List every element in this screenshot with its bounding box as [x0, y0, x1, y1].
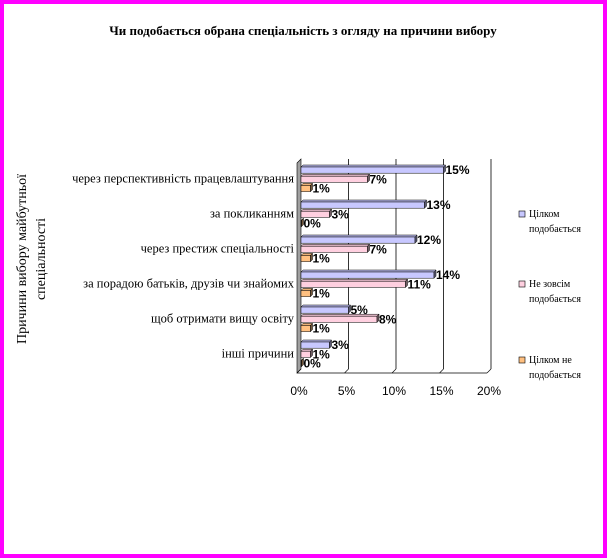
bar-side: [301, 357, 304, 368]
legend-label: Цілком: [529, 209, 560, 220]
data-label: 7%: [370, 242, 388, 256]
bar-side: [310, 322, 313, 333]
category-label: за покликанням: [210, 207, 294, 221]
x-floor-line: [296, 368, 302, 374]
legend-swatch: [518, 210, 526, 218]
bar-side: [310, 348, 313, 359]
data-label: 0%: [304, 357, 322, 371]
bar-side: [367, 173, 370, 184]
y-axis-label-line: Причини вибору майбутньої: [15, 174, 30, 344]
legend-label: подобається: [529, 370, 581, 381]
bar-side: [405, 278, 408, 289]
bar: [300, 290, 311, 297]
bar-top: [300, 199, 428, 203]
bar-side: [348, 304, 351, 314]
bar-chart: Чи подобається обрана спеціальність з ог…: [15, 23, 581, 398]
x-tick-label: 5%: [338, 384, 356, 398]
data-label: 1%: [313, 287, 331, 301]
plot-side-wall: [296, 158, 302, 374]
bar-top: [300, 269, 437, 273]
bar-side: [310, 182, 313, 193]
category-label: через престиж спеціальності: [141, 242, 295, 256]
bar-top: [300, 339, 333, 343]
x-floor-line: [391, 368, 397, 374]
bar-side: [443, 164, 446, 174]
legend-label: подобається: [529, 224, 581, 235]
category-label: щоб отримати вищу освіту: [151, 312, 295, 326]
bar-top: [300, 243, 371, 247]
legend-label: подобається: [529, 294, 581, 305]
legend-swatch: [518, 280, 526, 288]
data-label: 14%: [436, 268, 460, 282]
category-label: інші причини: [222, 347, 295, 361]
legend-swatch: [518, 356, 526, 364]
plot-background: [299, 161, 491, 371]
chart-frame: Чи подобається обрана спеціальність з ог…: [4, 4, 603, 554]
data-label: 1%: [313, 322, 331, 336]
data-label: 3%: [332, 338, 350, 352]
data-label: 1%: [313, 182, 331, 196]
bar-side: [414, 234, 418, 244]
bar-top: [300, 173, 371, 177]
data-label: 1%: [313, 347, 331, 361]
bar-side: [367, 243, 370, 254]
y-axis-label: Причини вибору майбутньої спеціальності: [15, 174, 49, 344]
category-label: через перспективність працевлаштування: [72, 172, 294, 186]
data-label: 15%: [446, 163, 470, 177]
bar-side: [301, 217, 304, 228]
category-label: за порадою батьків, друзів чи знайомих: [83, 277, 295, 291]
data-label: 12%: [417, 233, 441, 247]
bar: [300, 245, 368, 253]
bar-top: [300, 313, 380, 317]
bar: [300, 325, 311, 332]
x-tick-label: 0%: [290, 384, 308, 398]
bar-top: [300, 208, 333, 212]
bar-top: [300, 304, 352, 308]
legend-label: Не зовсім: [529, 279, 571, 290]
data-label: 7%: [370, 172, 388, 186]
data-label: 0%: [304, 217, 322, 231]
x-tick-label: 15%: [429, 384, 453, 398]
plot-area: 0% 5% 10% 15% 20% через перспективність праце…: [72, 158, 501, 398]
y-axis-label-line: спеціальності: [34, 218, 49, 300]
bar-side: [433, 269, 437, 279]
data-label: 11%: [408, 277, 432, 291]
bar-side: [329, 208, 332, 219]
bar: [300, 255, 311, 262]
bar-side: [310, 287, 313, 298]
x-tick-label: 20%: [477, 384, 501, 398]
bar: [300, 236, 416, 244]
legend-label: Цілком не: [529, 355, 572, 366]
data-label: 13%: [427, 198, 451, 212]
chart-title: Чи подобається обрана спеціальність з ог…: [109, 23, 497, 38]
data-label: 3%: [332, 207, 350, 221]
x-floor-line: [344, 368, 349, 374]
bar-top: [300, 164, 447, 168]
bar-side: [376, 313, 380, 324]
bar-side: [424, 199, 427, 209]
bar: [300, 306, 349, 314]
bar: [300, 185, 311, 192]
bar-top: [300, 234, 418, 238]
data-label: 5%: [351, 303, 369, 317]
bar-top: [300, 278, 409, 282]
x-floor-line: [439, 368, 444, 374]
bar: [300, 201, 425, 209]
bar-side: [310, 252, 313, 263]
data-label: 1%: [313, 252, 331, 266]
legend: Цілком подобається Не зовсім подобається Ціл…: [518, 209, 581, 381]
x-tick-label: 10%: [382, 384, 406, 398]
bar-side: [329, 339, 332, 349]
x-floor-line: [486, 368, 492, 374]
bar: [300, 175, 368, 183]
data-label: 8%: [379, 312, 397, 326]
